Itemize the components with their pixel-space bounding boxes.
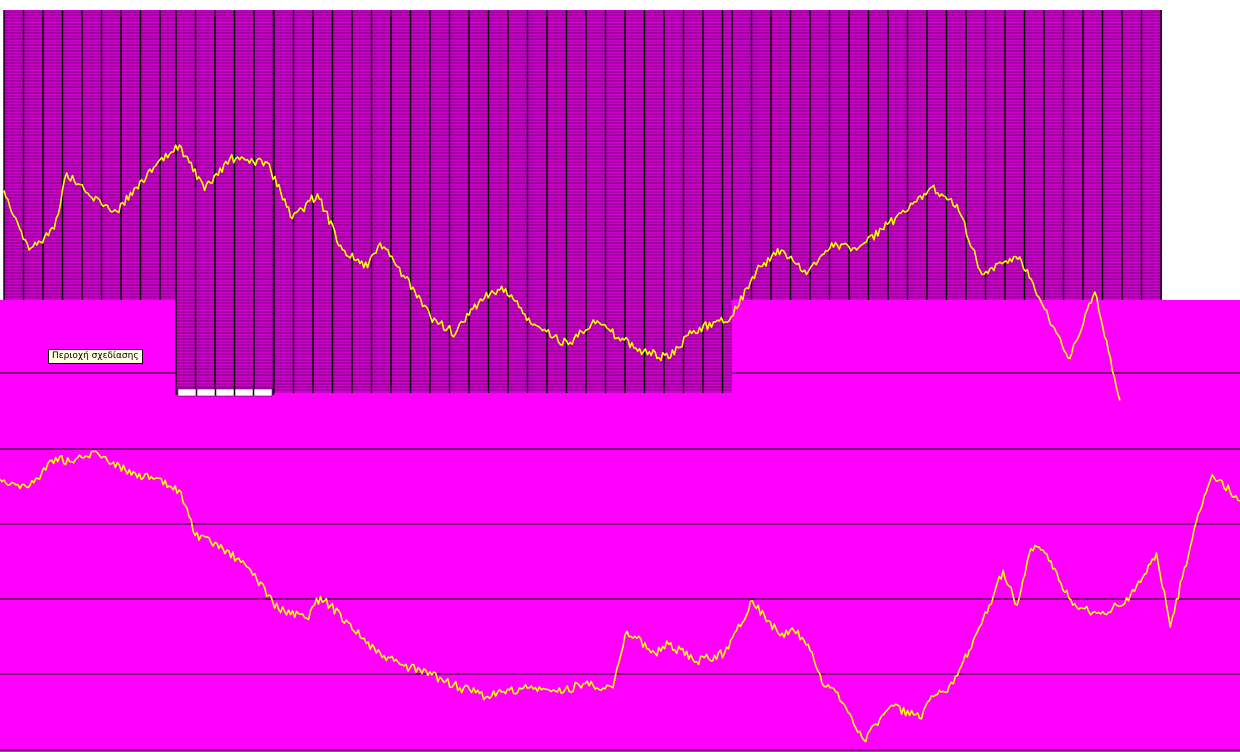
upper-series-group — [3, 144, 1121, 401]
grid-cell-marker-2 — [215, 388, 235, 397]
plot-area-tooltip: Περιοχή σχεδίασης — [48, 349, 143, 364]
grid-cell-marker-4 — [253, 388, 273, 397]
grid-block-0 — [4, 10, 176, 300]
top-bar — [0, 0, 1240, 8]
grid-rows-1 — [176, 11, 274, 394]
grid-block-2 — [274, 10, 732, 393]
lower-series-group — [0, 450, 1240, 743]
grid-cell-marker-0 — [177, 388, 197, 397]
grid-rows-0 — [4, 11, 176, 298]
lower-series-line — [0, 450, 1240, 743]
upper-plot-panel — [3, 10, 1162, 397]
grid-cell-marker-1 — [196, 388, 216, 397]
grid-block-1 — [176, 10, 274, 395]
grid-cell-marker-3 — [234, 388, 254, 397]
upper-series-line — [3, 144, 1121, 401]
grid-rows-2 — [274, 11, 732, 391]
